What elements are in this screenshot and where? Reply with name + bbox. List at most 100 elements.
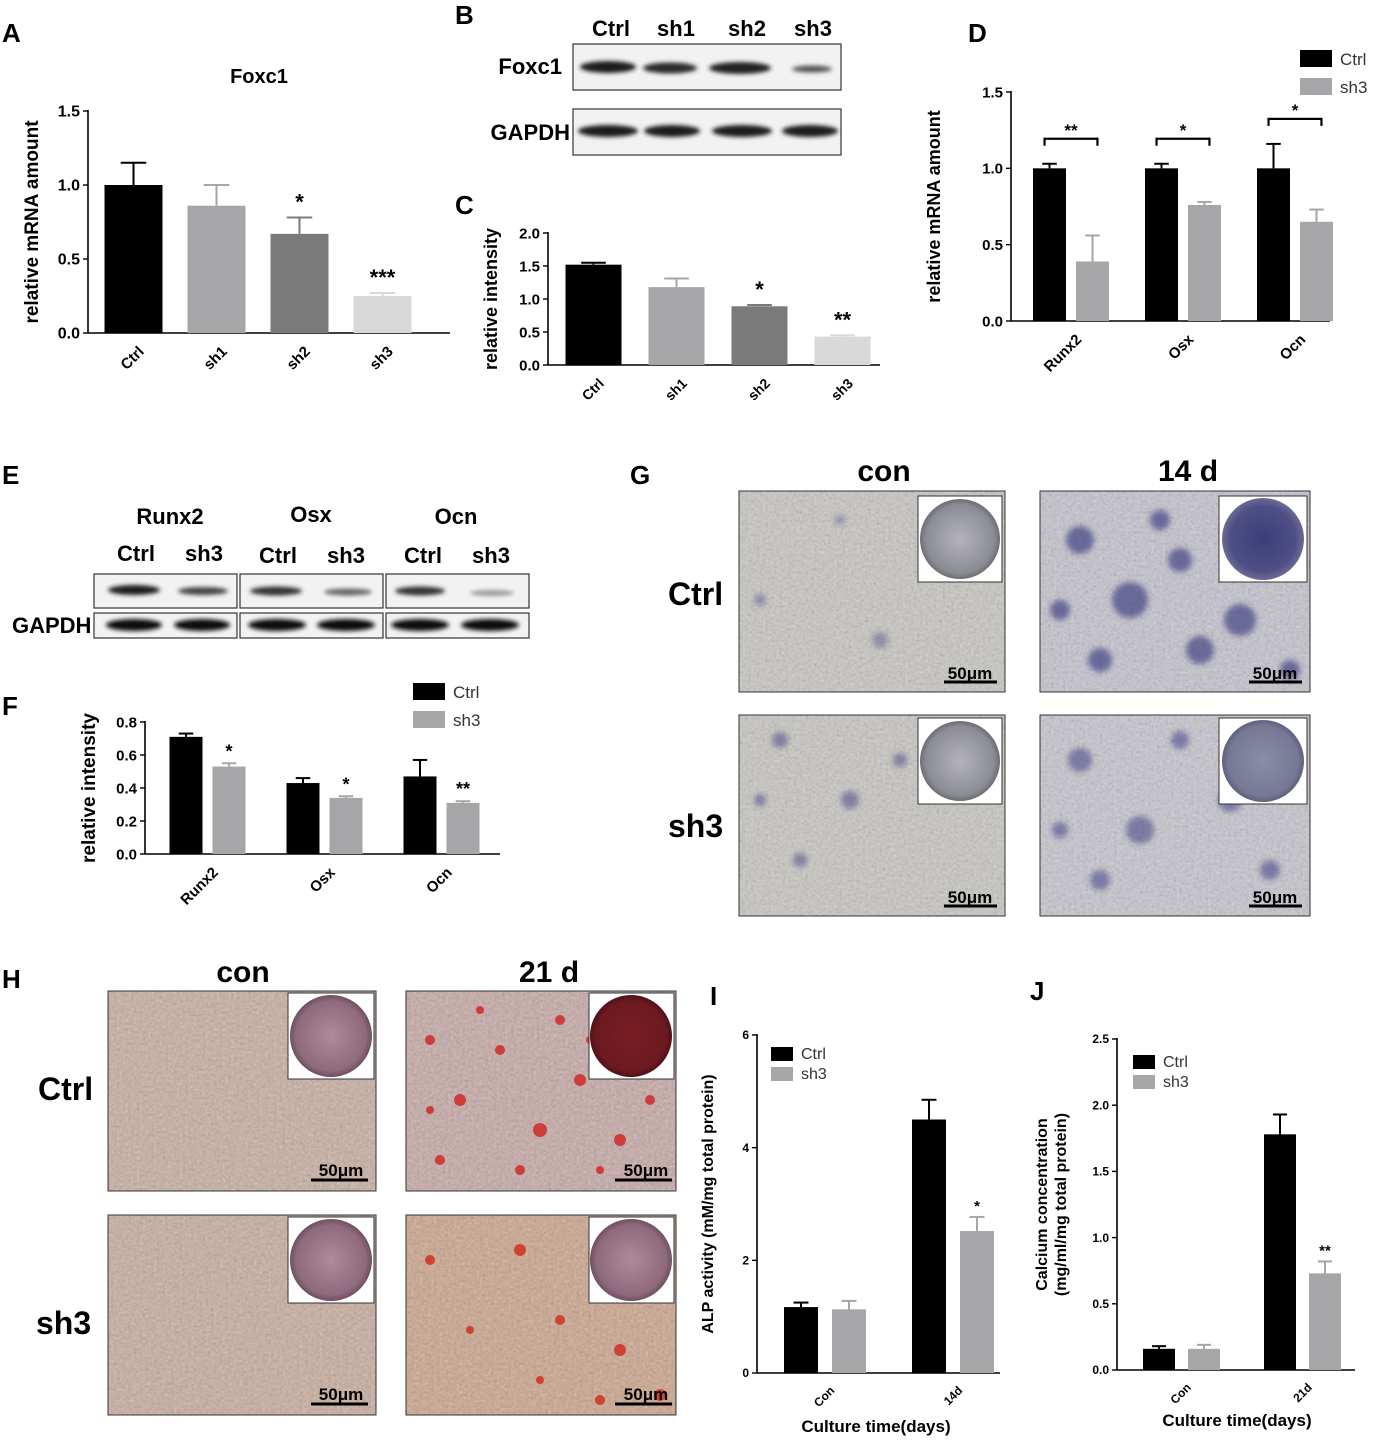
- x-tick-label: Ocn: [423, 864, 456, 897]
- bar-ctrl-ocn: [403, 776, 437, 854]
- h-ctrl-con-image: 50μm: [107, 990, 377, 1192]
- band-foxc1-sh3: [792, 65, 832, 73]
- y-tick-label: 0.5: [519, 324, 540, 341]
- bar-ctrl-con: [784, 1307, 818, 1373]
- y-tick-label: 2.0: [1092, 1098, 1109, 1112]
- y-tick-label: 0.0: [519, 357, 540, 374]
- y-axis-title: ALP activity (mM/mg total protein): [700, 1074, 717, 1333]
- bar-sh2: [731, 306, 788, 365]
- panel-letter-h: H: [2, 964, 21, 994]
- bar-sh3-con: [1188, 1348, 1220, 1370]
- x-tick-label: Osx: [307, 864, 340, 897]
- y-tick-label: 0.5: [982, 237, 1003, 254]
- bar-ctrl-ocn: [1257, 168, 1290, 321]
- significance-marker: *: [1180, 121, 1187, 140]
- panel-letter-f: F: [2, 691, 18, 721]
- well-image: [920, 499, 1000, 579]
- y-tick-label: 2: [742, 1254, 749, 1268]
- bar-sh3-ocn: [446, 802, 480, 854]
- bar-sh3-ocn: [1300, 221, 1333, 321]
- y-tick-label: 0.5: [58, 252, 80, 269]
- panel-letter-c: C: [455, 190, 474, 220]
- blot-e-lane-sh3-2: sh3: [327, 543, 365, 568]
- legend-label-ctrl: Ctrl: [1340, 50, 1366, 69]
- significance-marker: **: [456, 779, 470, 799]
- legend-label-ctrl: Ctrl: [453, 683, 479, 702]
- x-tick-label: Ctrl: [117, 343, 147, 373]
- chart-panel-i: 0 2 4 6 ALP activity (mM/mg total protein) Cu…: [700, 1028, 1000, 1436]
- bar-ctrl: [565, 264, 622, 365]
- x-tick-label: Ctrl: [579, 375, 607, 403]
- bar-sh3-runx2: [1076, 261, 1109, 321]
- g-col-14d: 14 d: [1158, 455, 1218, 488]
- x-tick-label: sh2: [745, 375, 774, 404]
- well-image: [590, 1219, 672, 1301]
- g-ctrl-14d-image: 50μm: [1039, 490, 1311, 693]
- y-tick-label: 0.5: [1092, 1297, 1109, 1311]
- y-axis-title: relative mRNA amount: [924, 110, 944, 302]
- legend-label-sh3: sh3: [1340, 78, 1367, 97]
- panel-letter-i: I: [710, 981, 717, 1011]
- bar-sh3-osx: [329, 797, 363, 854]
- y-tick-label: 0: [742, 1366, 749, 1380]
- x-tick-label: Ocn: [1277, 331, 1310, 364]
- well-image: [1222, 498, 1304, 580]
- scale-bar-label: 50μm: [624, 1385, 668, 1404]
- blot-e-lane-sh3-1: sh3: [185, 541, 223, 566]
- legend-swatch-sh3: [413, 711, 445, 728]
- y-axis-title: relative intensity: [481, 228, 501, 370]
- x-tick-label: 21d: [1290, 1380, 1315, 1405]
- blot-b-lane-sh2: sh2: [728, 16, 766, 41]
- bar-sh2: [270, 233, 329, 333]
- scale-bar-label: 50μm: [1253, 664, 1297, 683]
- y-tick-label: 1.0: [58, 178, 80, 195]
- y-tick-label: 1.5: [1092, 1165, 1109, 1179]
- legend-swatch-ctrl: [1300, 50, 1332, 67]
- bar-sh3-osx: [1188, 204, 1221, 321]
- h-row-ctrl: Ctrl: [38, 1071, 93, 1107]
- blot-e-lane-ctrl-3: Ctrl: [404, 543, 442, 568]
- well-image: [590, 995, 672, 1077]
- g-col-con: con: [857, 455, 910, 488]
- band-ocn-ctrl: [395, 586, 445, 596]
- legend-swatch-sh3: [1133, 1075, 1155, 1089]
- blot-e: Runx2 Osx Ocn Ctrl sh3 Ctrl sh3 Ctrl sh3…: [12, 502, 530, 639]
- y-tick-label: 1.5: [58, 104, 80, 121]
- blot-e-group-osx: Osx: [290, 502, 332, 527]
- g-row-ctrl: Ctrl: [668, 576, 723, 612]
- h-col-21d: 21 d: [519, 956, 579, 989]
- band-runx2-sh3: [178, 587, 228, 595]
- band-gapdh-e1: [106, 619, 162, 631]
- legend-swatch-ctrl: [771, 1047, 793, 1061]
- significance-marker: *: [342, 774, 349, 794]
- h-row-sh3: sh3: [36, 1305, 91, 1341]
- panel-letter-e: E: [2, 460, 19, 490]
- well-image: [1222, 720, 1304, 802]
- blot-e-row-gapdh: GAPDH: [12, 613, 91, 638]
- y-tick-label: 0.4: [116, 780, 138, 797]
- significance-marker: *: [225, 741, 232, 761]
- significance-marker: **: [1064, 121, 1078, 140]
- x-tick-label: sh1: [662, 375, 691, 404]
- blot-b-row-gapdh: GAPDH: [491, 120, 570, 145]
- legend-label-sh3: sh3: [453, 711, 480, 730]
- significance-marker: ***: [370, 265, 396, 290]
- band-foxc1-sh1: [643, 62, 697, 74]
- band-foxc1-sh2: [709, 62, 771, 74]
- y-tick-label: 0.0: [116, 846, 137, 863]
- bar-ctrl: [104, 185, 163, 333]
- significance-marker: **: [1319, 1242, 1331, 1259]
- blot-b-lane-sh1: sh1: [657, 16, 695, 41]
- significance-marker: *: [1292, 101, 1299, 120]
- band-gapdh-e5: [391, 619, 449, 631]
- x-tick-label: Runx2: [177, 864, 221, 908]
- scale-bar-label: 50μm: [319, 1161, 363, 1180]
- y-tick-label: 2.5: [1092, 1032, 1109, 1046]
- scale-bar-label: 50μm: [948, 888, 992, 907]
- band-gapdh-ctrl: [578, 125, 638, 137]
- blot-e-lane-ctrl-1: Ctrl: [117, 541, 155, 566]
- bar-sh3-14d: [960, 1231, 994, 1373]
